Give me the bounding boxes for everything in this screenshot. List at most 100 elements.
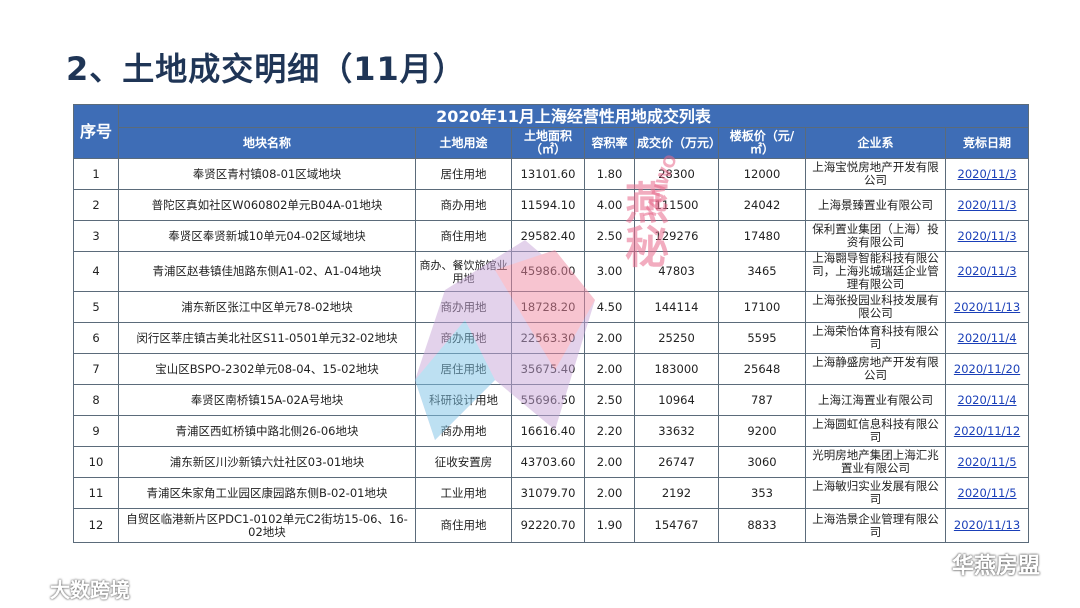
cell-parcel-name: 闵行区莘庄镇古美北社区S11-0501单元32-02地块: [118, 322, 416, 354]
cell-seq: 5: [73, 291, 119, 323]
cell-company: 上海敏归实业发展有限公司: [805, 477, 946, 509]
cell-date[interactable]: 2020/11/3: [944, 158, 1030, 190]
table-row: 1 奉贤区青村镇08-01区域地块 居住用地 13101.60 1.80 28300 120…: [73, 158, 1030, 190]
cell-seq: 6: [73, 322, 119, 354]
cell-area: 18728.20: [511, 291, 585, 323]
col-header-date: 竞标日期: [944, 127, 1030, 159]
cell-parcel-name: 奉贤区青村镇08-01区域地块: [118, 158, 416, 190]
cell-far: 2.00: [584, 353, 635, 385]
cell-area: 35675.40: [511, 353, 585, 385]
footer-right-label: 华燕房盟: [951, 554, 1040, 579]
cell-floor-price: 353: [718, 477, 806, 509]
cell-land-use: 征收安置房: [415, 446, 512, 478]
cell-land-use: 商办用地: [415, 291, 512, 323]
cell-date[interactable]: 2020/11/3: [944, 220, 1030, 252]
cell-floor-price: 9200: [718, 415, 806, 447]
cell-price: 26747: [634, 446, 719, 478]
cell-price: 154767: [634, 508, 719, 543]
cell-floor-price: 12000: [718, 158, 806, 190]
cell-floor-price: 787: [718, 384, 806, 416]
table-row: 9 青浦区西虹桥镇中路北侧26-06地块 商办用地 16616.40 2.20 33632…: [73, 415, 1030, 447]
cell-land-use: 商办、餐饮旅馆业用地: [415, 251, 512, 292]
col-header-company: 企业系: [805, 127, 946, 159]
col-header-floor-price: 楼板价（元/㎡）: [718, 127, 806, 159]
cell-land-use: 居住用地: [415, 158, 512, 190]
cell-area: 29582.40: [511, 220, 585, 252]
cell-company: 上海静盛房地产开发有限公司: [805, 353, 946, 385]
table-row: 10 浦东新区川沙新镇六灶社区03-01地块 征收安置房 43703.60 2.00 26…: [73, 446, 1030, 478]
cell-price: 129276: [634, 220, 719, 252]
cell-company: 上海圆虹信息科技有限公司: [805, 415, 946, 447]
cell-date[interactable]: 2020/11/3: [944, 189, 1030, 221]
cell-date[interactable]: 2020/11/3: [944, 251, 1030, 292]
cell-floor-price: 17480: [718, 220, 806, 252]
cell-area: 31079.70: [511, 477, 585, 509]
cell-company: 上海荣怡体育科技有限公司: [805, 322, 946, 354]
cell-seq: 11: [73, 477, 119, 509]
cell-area: 11594.10: [511, 189, 585, 221]
cell-land-use: 居住用地: [415, 353, 512, 385]
table-row: 12 自贸区临港新片区PDC1-0102单元C2街坊15-06、16-02地块 商住…: [73, 508, 1030, 543]
col-header-use: 土地用途: [415, 127, 512, 159]
cell-area: 45986.00: [511, 251, 585, 292]
cell-date[interactable]: 2020/11/4: [944, 322, 1030, 354]
cell-company: 上海翾导智能科技有限公司，上海兆城瑞廷企业管理有限公司: [805, 251, 946, 292]
cell-area: 92220.70: [511, 508, 585, 543]
cell-date[interactable]: 2020/11/5: [944, 477, 1030, 509]
cell-far: 2.00: [584, 477, 635, 509]
cell-area: 43703.60: [511, 446, 585, 478]
cell-far: 2.20: [584, 415, 635, 447]
cell-date[interactable]: 2020/11/13: [944, 508, 1030, 543]
brand-logo-icon: [11, 581, 44, 596]
cell-far: 4.50: [584, 291, 635, 323]
cell-floor-price: 24042: [718, 189, 806, 221]
land-transaction-table: 序号 2020年11月上海经营性用地成交列表 地块名称 土地用途 土地面积（㎡）…: [73, 104, 1030, 543]
table-row: 2 普陀区真如社区W060802单元B04A-01地块 商办用地 11594.10 4.…: [73, 189, 1030, 221]
cell-seq: 12: [73, 508, 119, 543]
cell-land-use: 工业用地: [415, 477, 512, 509]
cell-date[interactable]: 2020/11/20: [944, 353, 1030, 385]
cell-far: 2.50: [584, 220, 635, 252]
cell-price: 25250: [634, 322, 719, 354]
cell-area: 16616.40: [511, 415, 585, 447]
cell-land-use: 商办用地: [415, 322, 512, 354]
cell-area: 13101.60: [511, 158, 585, 190]
cell-floor-price: 8833: [718, 508, 806, 543]
footer-left-brand: 大数跨境: [10, 574, 130, 603]
cell-price: 28300: [634, 158, 719, 190]
wechat-icon: [910, 551, 945, 577]
cell-floor-price: 3060: [718, 446, 806, 478]
cell-parcel-name: 青浦区朱家角工业园区康园路东侧B-02-01地块: [118, 477, 416, 509]
table-row: 6 闵行区莘庄镇古美北社区S11-0501单元32-02地块 商办用地 22563.3…: [73, 322, 1030, 354]
cell-parcel-name: 普陀区真如社区W060802单元B04A-01地块: [118, 189, 416, 221]
cell-seq: 3: [73, 220, 119, 252]
cell-floor-price: 5595: [718, 322, 806, 354]
cell-area: 55696.50: [511, 384, 585, 416]
cell-seq: 9: [73, 415, 119, 447]
cell-seq: 7: [73, 353, 119, 385]
cell-date[interactable]: 2020/11/13: [944, 291, 1030, 323]
cell-parcel-name: 奉贤区奉贤新城10单元04-02区域地块: [118, 220, 416, 252]
cell-company: 上海宝悦房地产开发有限公司: [805, 158, 946, 190]
cell-date[interactable]: 2020/11/4: [944, 384, 1030, 416]
cell-parcel-name: 青浦区西虹桥镇中路北侧26-06地块: [118, 415, 416, 447]
cell-price: 144114: [634, 291, 719, 323]
footer-left-label: 大数跨境: [50, 578, 130, 602]
cell-date[interactable]: 2020/11/5: [944, 446, 1030, 478]
table-caption: 2020年11月上海经营性用地成交列表: [117, 104, 1030, 128]
cell-seq: 2: [73, 189, 119, 221]
table-row: 5 浦东新区张江中区单元78-02地块 商办用地 18728.20 4.50 144114…: [73, 291, 1030, 323]
cell-floor-price: 3465: [718, 251, 806, 292]
cell-price: 47803: [634, 251, 719, 292]
cell-parcel-name: 宝山区BSPO-2302单元08-04、15-02地块: [118, 353, 416, 385]
cell-floor-price: 17100: [718, 291, 806, 323]
cell-far: 2.00: [584, 322, 635, 354]
cell-company: 上海景臻置业有限公司: [805, 189, 946, 221]
cell-date[interactable]: 2020/11/12: [944, 415, 1030, 447]
cell-seq: 1: [73, 158, 119, 190]
cell-far: 2.50: [584, 384, 635, 416]
cell-parcel-name: 浦东新区川沙新镇六灶社区03-01地块: [118, 446, 416, 478]
col-header-far: 容积率: [584, 127, 635, 159]
cell-price: 111500: [634, 189, 719, 221]
cell-company: 保利置业集团（上海）投资有限公司: [805, 220, 946, 252]
